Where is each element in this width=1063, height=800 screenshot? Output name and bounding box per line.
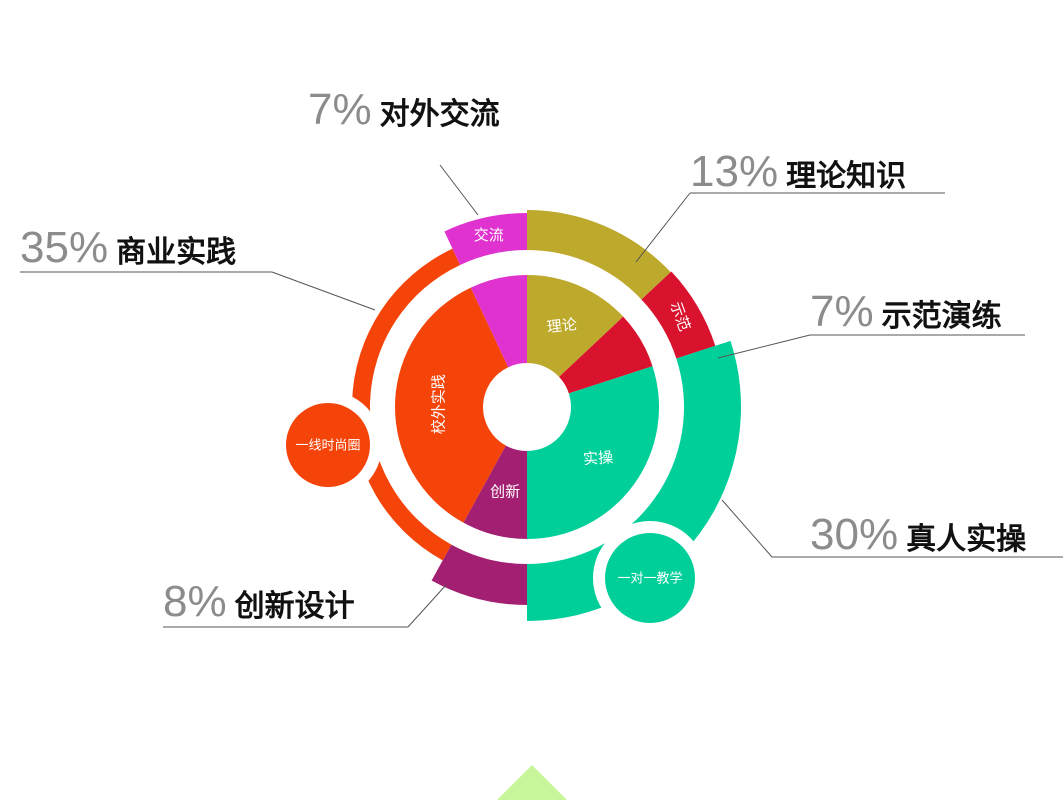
pie-slice-demo <box>559 316 653 394</box>
callout-percent: 30% <box>810 510 899 559</box>
callout-line <box>271 271 376 311</box>
outer-ring-theory <box>527 210 671 300</box>
callout-percent: 8% <box>163 577 227 626</box>
callout-name: 示范演练 <box>881 299 1002 334</box>
callout-line <box>407 584 447 628</box>
callout-line <box>721 499 773 558</box>
inner-label-practice: 实操 <box>583 448 614 468</box>
callout-percent: 35% <box>20 223 109 272</box>
outer-ring-exchange <box>444 213 527 265</box>
inner-label-business: 校外实践 <box>430 374 448 434</box>
callout-name: 真人实操 <box>906 522 1027 557</box>
bubble-1 <box>286 403 370 487</box>
callout-name: 创新设计 <box>234 589 355 624</box>
callout-percent: 7% <box>810 287 874 336</box>
inner-label-design: 创新 <box>490 483 520 501</box>
bubble-text: 一对一教学 <box>617 571 682 587</box>
callout-demo: 7% 示范演练 <box>810 290 1002 334</box>
inner-label-theory: 理论 <box>546 315 578 336</box>
callout-line <box>439 164 479 216</box>
bubble-2 <box>605 533 695 623</box>
callout-percent: 7% <box>308 85 372 134</box>
pie-slice-design <box>463 445 527 539</box>
pie-slice-business <box>395 287 509 523</box>
outer-ring-demo <box>641 271 716 359</box>
callout-line <box>635 192 691 263</box>
callout-percent: 13% <box>690 147 779 196</box>
callout-name: 对外交流 <box>379 97 500 132</box>
pie-slice-exchange <box>470 275 527 368</box>
callout-practice: 30% 真人实操 <box>810 513 1026 557</box>
callout-theory: 13% 理论知识 <box>690 150 906 194</box>
callout-business: 35% 商业实践 <box>20 226 236 270</box>
outer-label-exchange: 交流 <box>474 226 504 244</box>
pie-slice-practice <box>527 366 660 539</box>
outer-ring-practice <box>527 340 741 621</box>
outer-ring-business <box>351 248 461 561</box>
callout-name: 商业实践 <box>116 235 237 270</box>
accent-triangle <box>497 765 567 800</box>
callout-design: 8% 创新设计 <box>163 580 355 624</box>
callout-exchange: 7% 对外交流 <box>308 88 500 132</box>
outer-ring-design <box>431 544 527 605</box>
pie-slice-theory <box>527 275 624 377</box>
bubble-text: 一线时尚圈 <box>295 439 360 454</box>
callout-name: 理论知识 <box>786 159 907 194</box>
callout-line <box>717 334 811 359</box>
